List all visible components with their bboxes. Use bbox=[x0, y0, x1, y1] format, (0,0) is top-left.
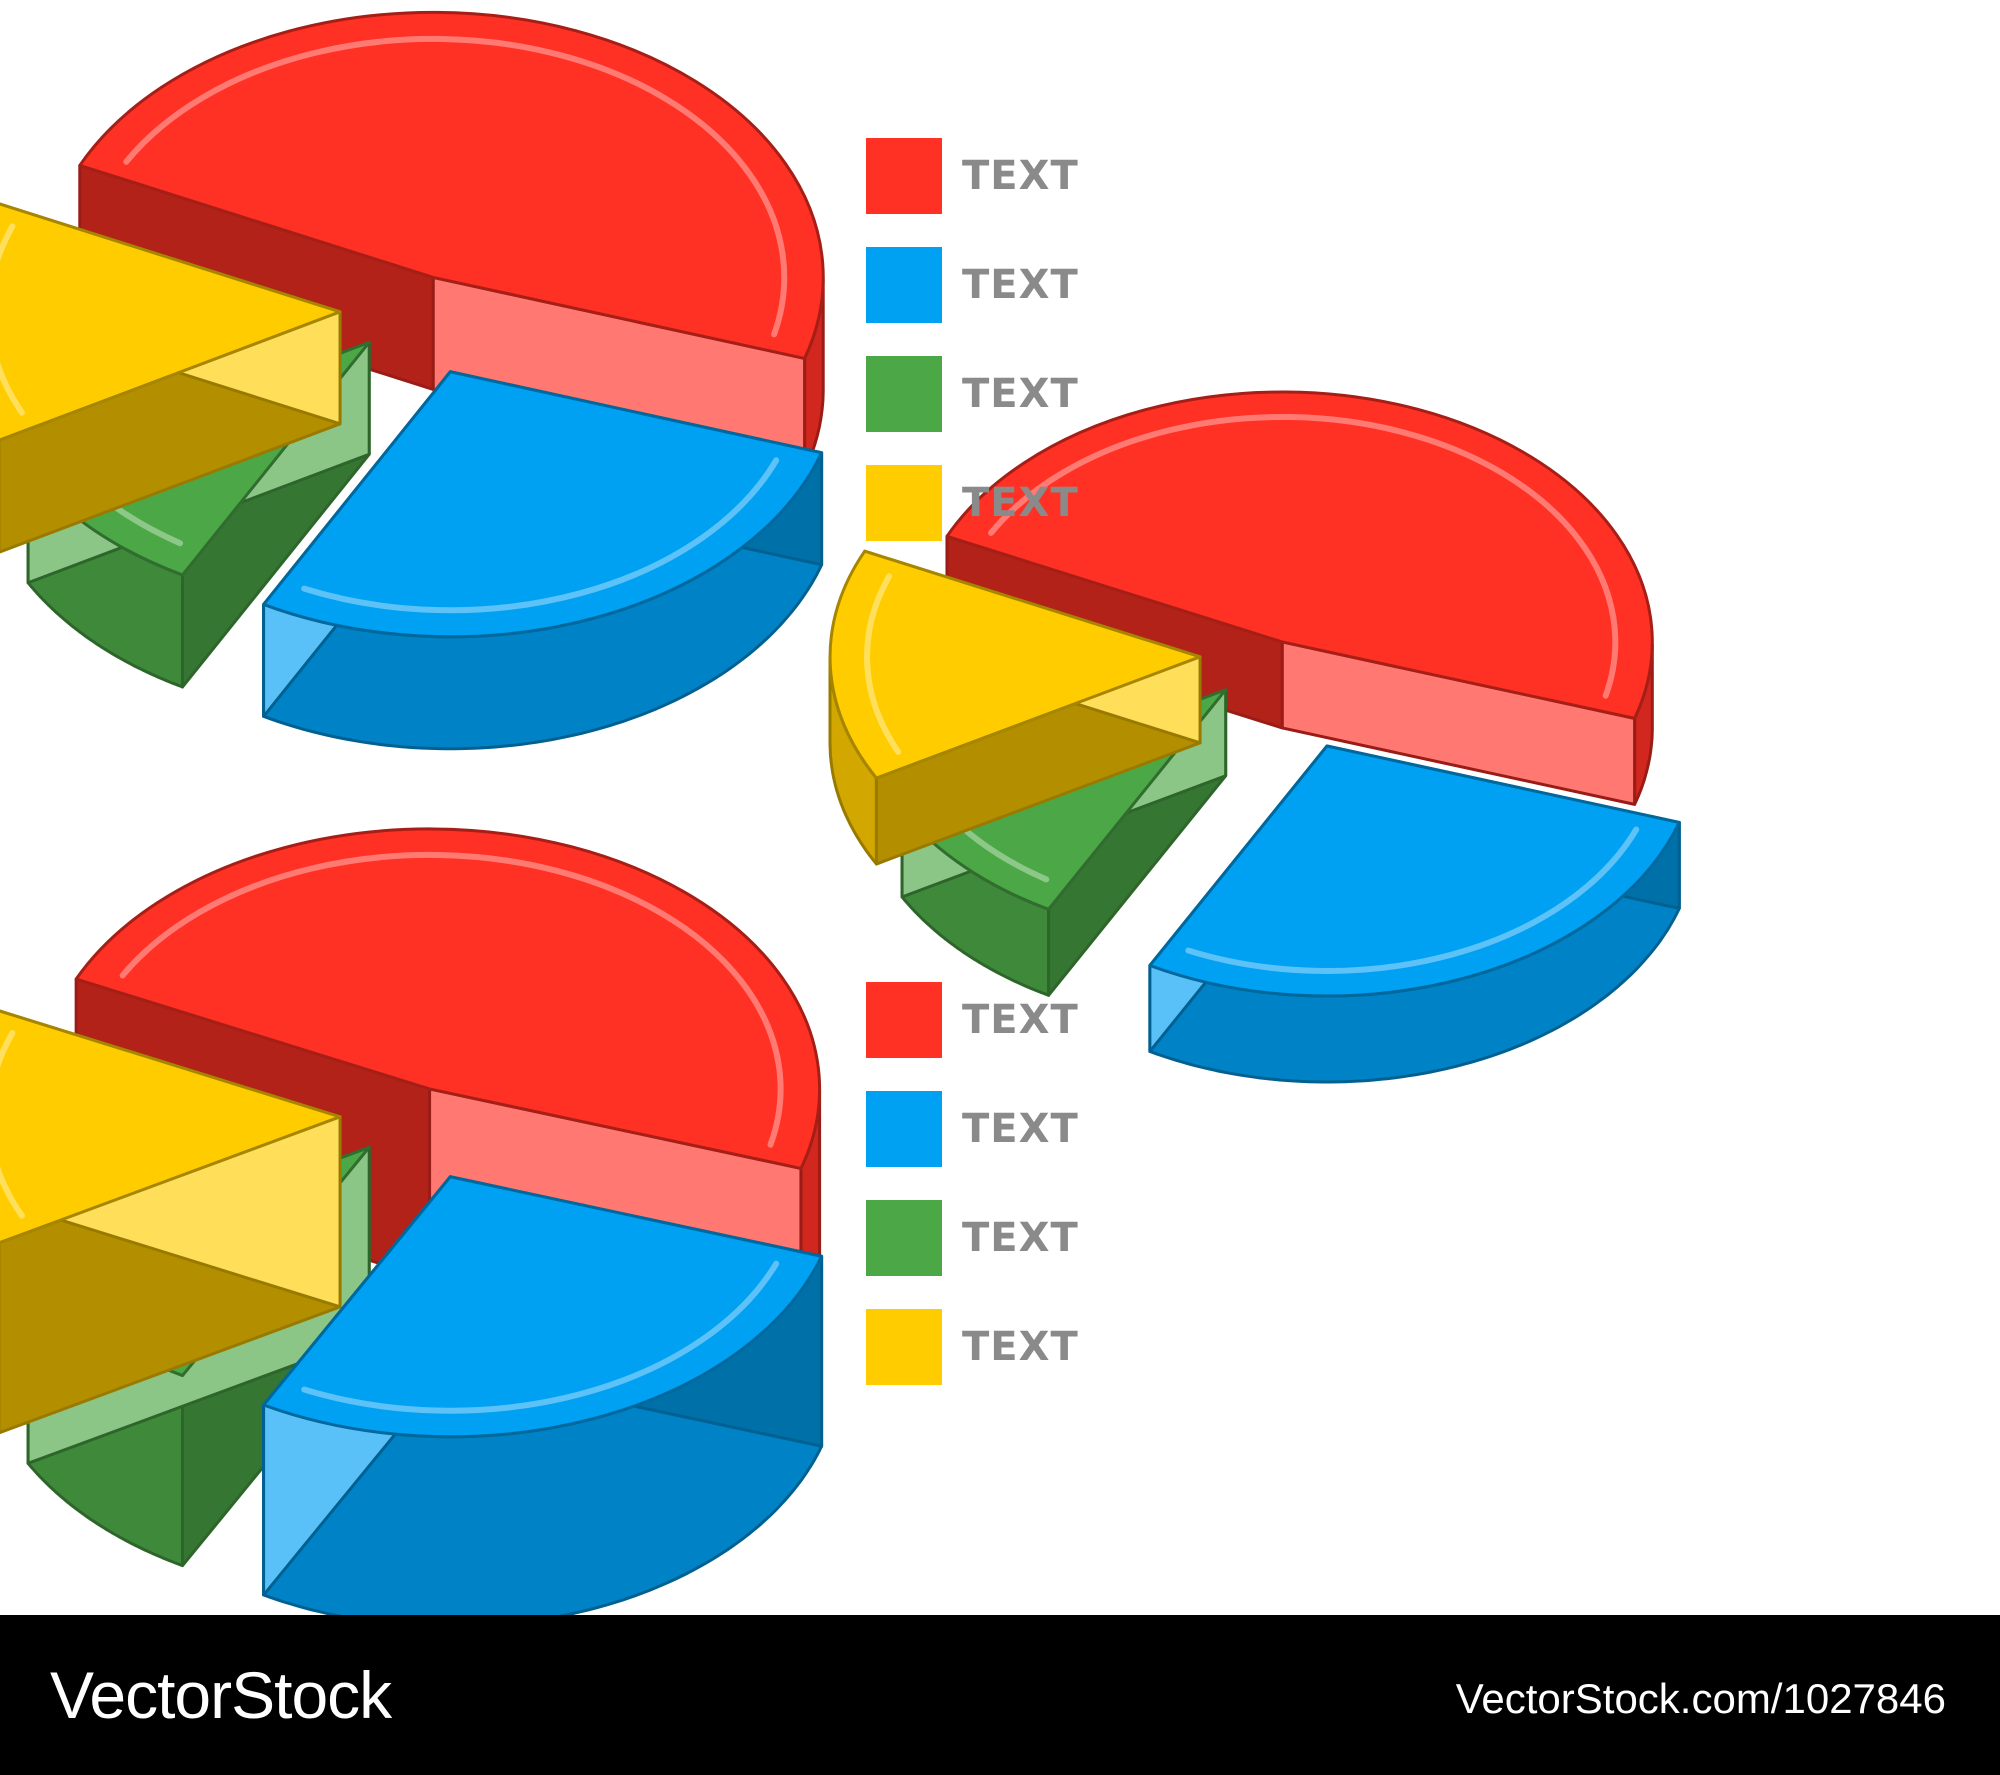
legend-swatch bbox=[866, 464, 942, 541]
slice-top-face bbox=[78, 10, 825, 360]
pie-slice bbox=[945, 390, 1654, 806]
pie-slice bbox=[262, 1175, 824, 1615]
legend-label: TEXT bbox=[962, 1105, 1079, 1152]
legend-label: TEXT bbox=[962, 1323, 1079, 1370]
legend-swatch bbox=[866, 1090, 942, 1167]
watermark-footer: VectorStock VectorStock.com/1027846 bbox=[0, 1615, 2000, 1775]
legend-item: TEXT bbox=[866, 121, 1079, 230]
slice-top-face bbox=[262, 370, 824, 639]
legend-swatch bbox=[866, 1199, 942, 1276]
pie-slice bbox=[78, 10, 825, 472]
slice-top-face bbox=[0, 202, 342, 442]
legend-item: TEXT bbox=[866, 230, 1079, 339]
slice-highlight bbox=[0, 223, 25, 416]
slice-highlight bbox=[119, 851, 784, 1148]
legend-label: TEXT bbox=[962, 1214, 1079, 1261]
slice-highlight bbox=[301, 1260, 780, 1414]
brand-logo-text: VectorStock bbox=[50, 1658, 392, 1732]
legend-swatch bbox=[866, 1308, 942, 1385]
legend-item: TEXT bbox=[866, 339, 1079, 448]
legend-item: TEXT bbox=[866, 1074, 1079, 1183]
slice-top-face bbox=[1148, 744, 1681, 998]
pie-slice bbox=[1148, 744, 1681, 1084]
slice-top-face bbox=[945, 390, 1654, 720]
legend-swatch bbox=[866, 981, 942, 1058]
pie-chart-3d bbox=[0, 827, 824, 1615]
legend-bottom: TEXT TEXT TEXT TEXT bbox=[866, 965, 1079, 1401]
slice-top-face bbox=[74, 827, 822, 1170]
slice-highlight bbox=[1185, 826, 1640, 974]
legend-label: TEXT bbox=[962, 261, 1079, 308]
slice-top-face bbox=[0, 1009, 342, 1245]
pie-slice bbox=[262, 370, 824, 751]
slice-top-face bbox=[828, 549, 1202, 780]
slice-top-face bbox=[262, 1175, 824, 1439]
legend-label: TEXT bbox=[962, 996, 1079, 1043]
slice-highlight bbox=[988, 413, 1619, 699]
pie-charts-canvas bbox=[0, 10, 1681, 1615]
slice-highlight bbox=[123, 35, 788, 338]
pie-slice bbox=[0, 1009, 342, 1435]
pie-chart-3d bbox=[828, 390, 1681, 1084]
legend-label: TEXT bbox=[962, 152, 1079, 199]
legend-swatch bbox=[866, 137, 942, 214]
legend-item: TEXT bbox=[866, 1183, 1079, 1292]
image-reference: VectorStock.com/1027846 bbox=[1455, 1675, 1946, 1722]
legend-label: TEXT bbox=[962, 370, 1079, 417]
legend-swatch bbox=[866, 355, 942, 432]
pie-chart-3d bbox=[0, 10, 825, 751]
legend-item: TEXT bbox=[866, 448, 1079, 557]
legend-swatch bbox=[866, 246, 942, 323]
legend-top: TEXT TEXT TEXT TEXT bbox=[866, 121, 1079, 557]
slice-highlight bbox=[864, 573, 902, 755]
pie-slice bbox=[0, 202, 342, 554]
slice-highlight bbox=[301, 457, 780, 614]
pie-slice bbox=[828, 549, 1202, 866]
legend-item: TEXT bbox=[866, 1292, 1079, 1401]
legend-label: TEXT bbox=[962, 479, 1079, 526]
slice-highlight bbox=[0, 1029, 25, 1219]
legend-item: TEXT bbox=[866, 965, 1079, 1074]
